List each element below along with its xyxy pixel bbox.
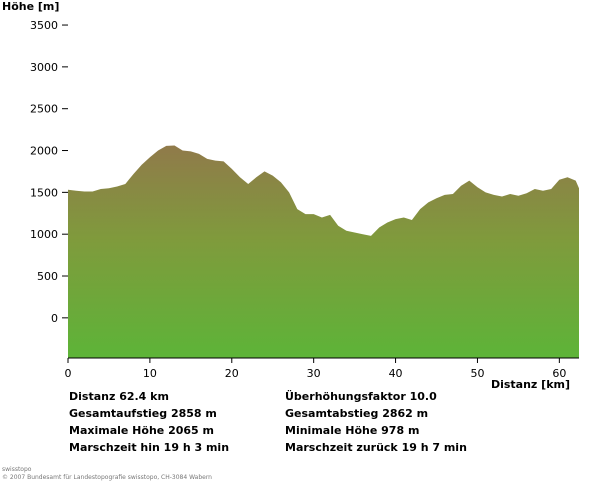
y-tick-label: 0 bbox=[51, 312, 58, 325]
copyright-footer: swisstopo © 2007 Bundesamt für Landestop… bbox=[2, 466, 212, 482]
y-axis: 3500 3000 2500 2000 1500 1000 500 0 bbox=[30, 19, 68, 325]
x-tick-label: 60 bbox=[552, 367, 566, 380]
x-tick-label: 40 bbox=[389, 367, 403, 380]
y-tick-label: 2500 bbox=[30, 103, 58, 116]
x-tick-label: 20 bbox=[225, 367, 239, 380]
footer-copyright: © 2007 Bundesamt für Landestopografie sw… bbox=[2, 474, 212, 481]
stat-max-elevation: Maximale Höhe 2065 m bbox=[69, 424, 214, 437]
footer-brand: swisstopo bbox=[2, 466, 32, 473]
x-axis: 0 10 20 30 40 50 60 bbox=[65, 358, 566, 380]
x-tick-label: 30 bbox=[307, 367, 321, 380]
y-axis-label: Höhe [m] bbox=[2, 0, 59, 13]
elevation-area bbox=[68, 145, 579, 358]
x-tick-label: 0 bbox=[65, 367, 72, 380]
y-tick-label: 1000 bbox=[30, 228, 58, 241]
y-tick-label: 3500 bbox=[30, 19, 58, 32]
stat-exaggeration: Überhöhungsfaktor 10.0 bbox=[285, 390, 437, 403]
y-tick-label: 1500 bbox=[30, 186, 58, 199]
stat-time-outbound: Marschzeit hin 19 h 3 min bbox=[69, 441, 230, 454]
stat-total-ascent: Gesamtaufstieg 2858 m bbox=[69, 407, 217, 420]
stat-time-return: Marschzeit zurück 19 h 7 min bbox=[285, 441, 467, 454]
stat-min-elevation: Minimale Höhe 978 m bbox=[285, 424, 420, 437]
stat-distance: Distanz 62.4 km bbox=[69, 390, 169, 403]
y-tick-label: 2000 bbox=[30, 145, 58, 158]
x-axis-label: Distanz [km] bbox=[491, 378, 570, 391]
y-tick-label: 3000 bbox=[30, 61, 58, 74]
stat-total-descent: Gesamtabstieg 2862 m bbox=[285, 407, 429, 420]
y-tick-label: 500 bbox=[37, 270, 58, 283]
x-tick-label: 10 bbox=[143, 367, 157, 380]
x-tick-label: 50 bbox=[470, 367, 484, 380]
elevation-chart: Höhe [m] 3500 3000 2500 2000 1500 1000 500 0 0 1… bbox=[2, 0, 579, 391]
